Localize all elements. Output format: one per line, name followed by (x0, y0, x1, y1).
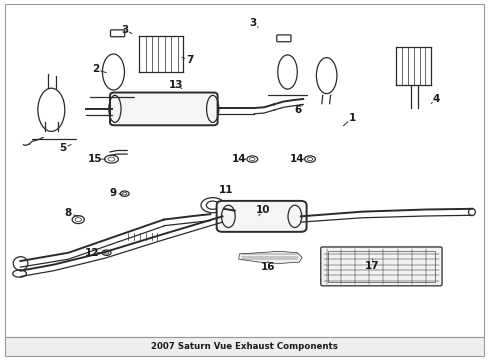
Text: 14: 14 (289, 154, 304, 164)
Text: 7: 7 (185, 55, 193, 66)
Text: 6: 6 (294, 105, 301, 115)
Text: 11: 11 (218, 185, 233, 195)
FancyBboxPatch shape (216, 201, 306, 232)
Text: 3: 3 (121, 24, 128, 35)
Text: 9: 9 (110, 188, 117, 198)
Text: 1: 1 (348, 113, 355, 123)
Text: 17: 17 (365, 261, 379, 271)
Text: 5: 5 (59, 143, 66, 153)
Text: 15: 15 (88, 154, 102, 164)
Text: 2007 Saturn Vue Exhaust Components: 2007 Saturn Vue Exhaust Components (151, 342, 337, 351)
Text: 16: 16 (260, 262, 275, 272)
Text: 12: 12 (84, 248, 99, 258)
Text: 10: 10 (255, 204, 270, 215)
Text: 13: 13 (168, 80, 183, 90)
Bar (5, 337, 483, 356)
Bar (327, 251, 434, 282)
Text: 14: 14 (231, 154, 245, 164)
Polygon shape (238, 251, 302, 264)
FancyBboxPatch shape (320, 247, 441, 286)
Text: 8: 8 (65, 208, 72, 218)
Text: 2: 2 (92, 64, 99, 74)
FancyBboxPatch shape (110, 93, 217, 125)
Text: 4: 4 (431, 94, 439, 104)
Text: 3: 3 (249, 18, 256, 28)
